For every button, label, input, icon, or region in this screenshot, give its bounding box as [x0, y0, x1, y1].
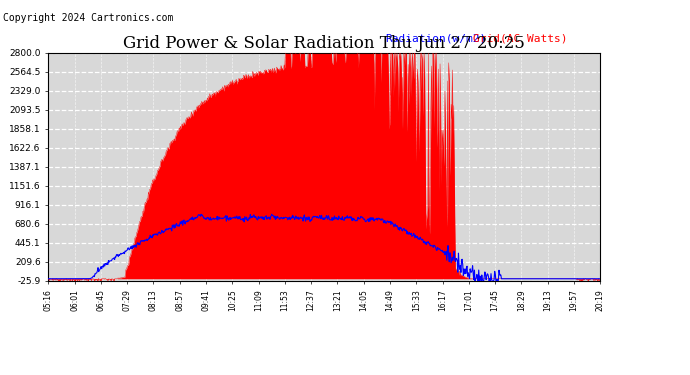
Text: Radiation(w/m2): Radiation(w/m2) [385, 33, 486, 44]
Text: Copyright 2024 Cartronics.com: Copyright 2024 Cartronics.com [3, 13, 174, 23]
Title: Grid Power & Solar Radiation Thu Jun 27 20:25: Grid Power & Solar Radiation Thu Jun 27 … [124, 35, 525, 52]
Text: Grid(AC Watts): Grid(AC Watts) [473, 33, 568, 44]
